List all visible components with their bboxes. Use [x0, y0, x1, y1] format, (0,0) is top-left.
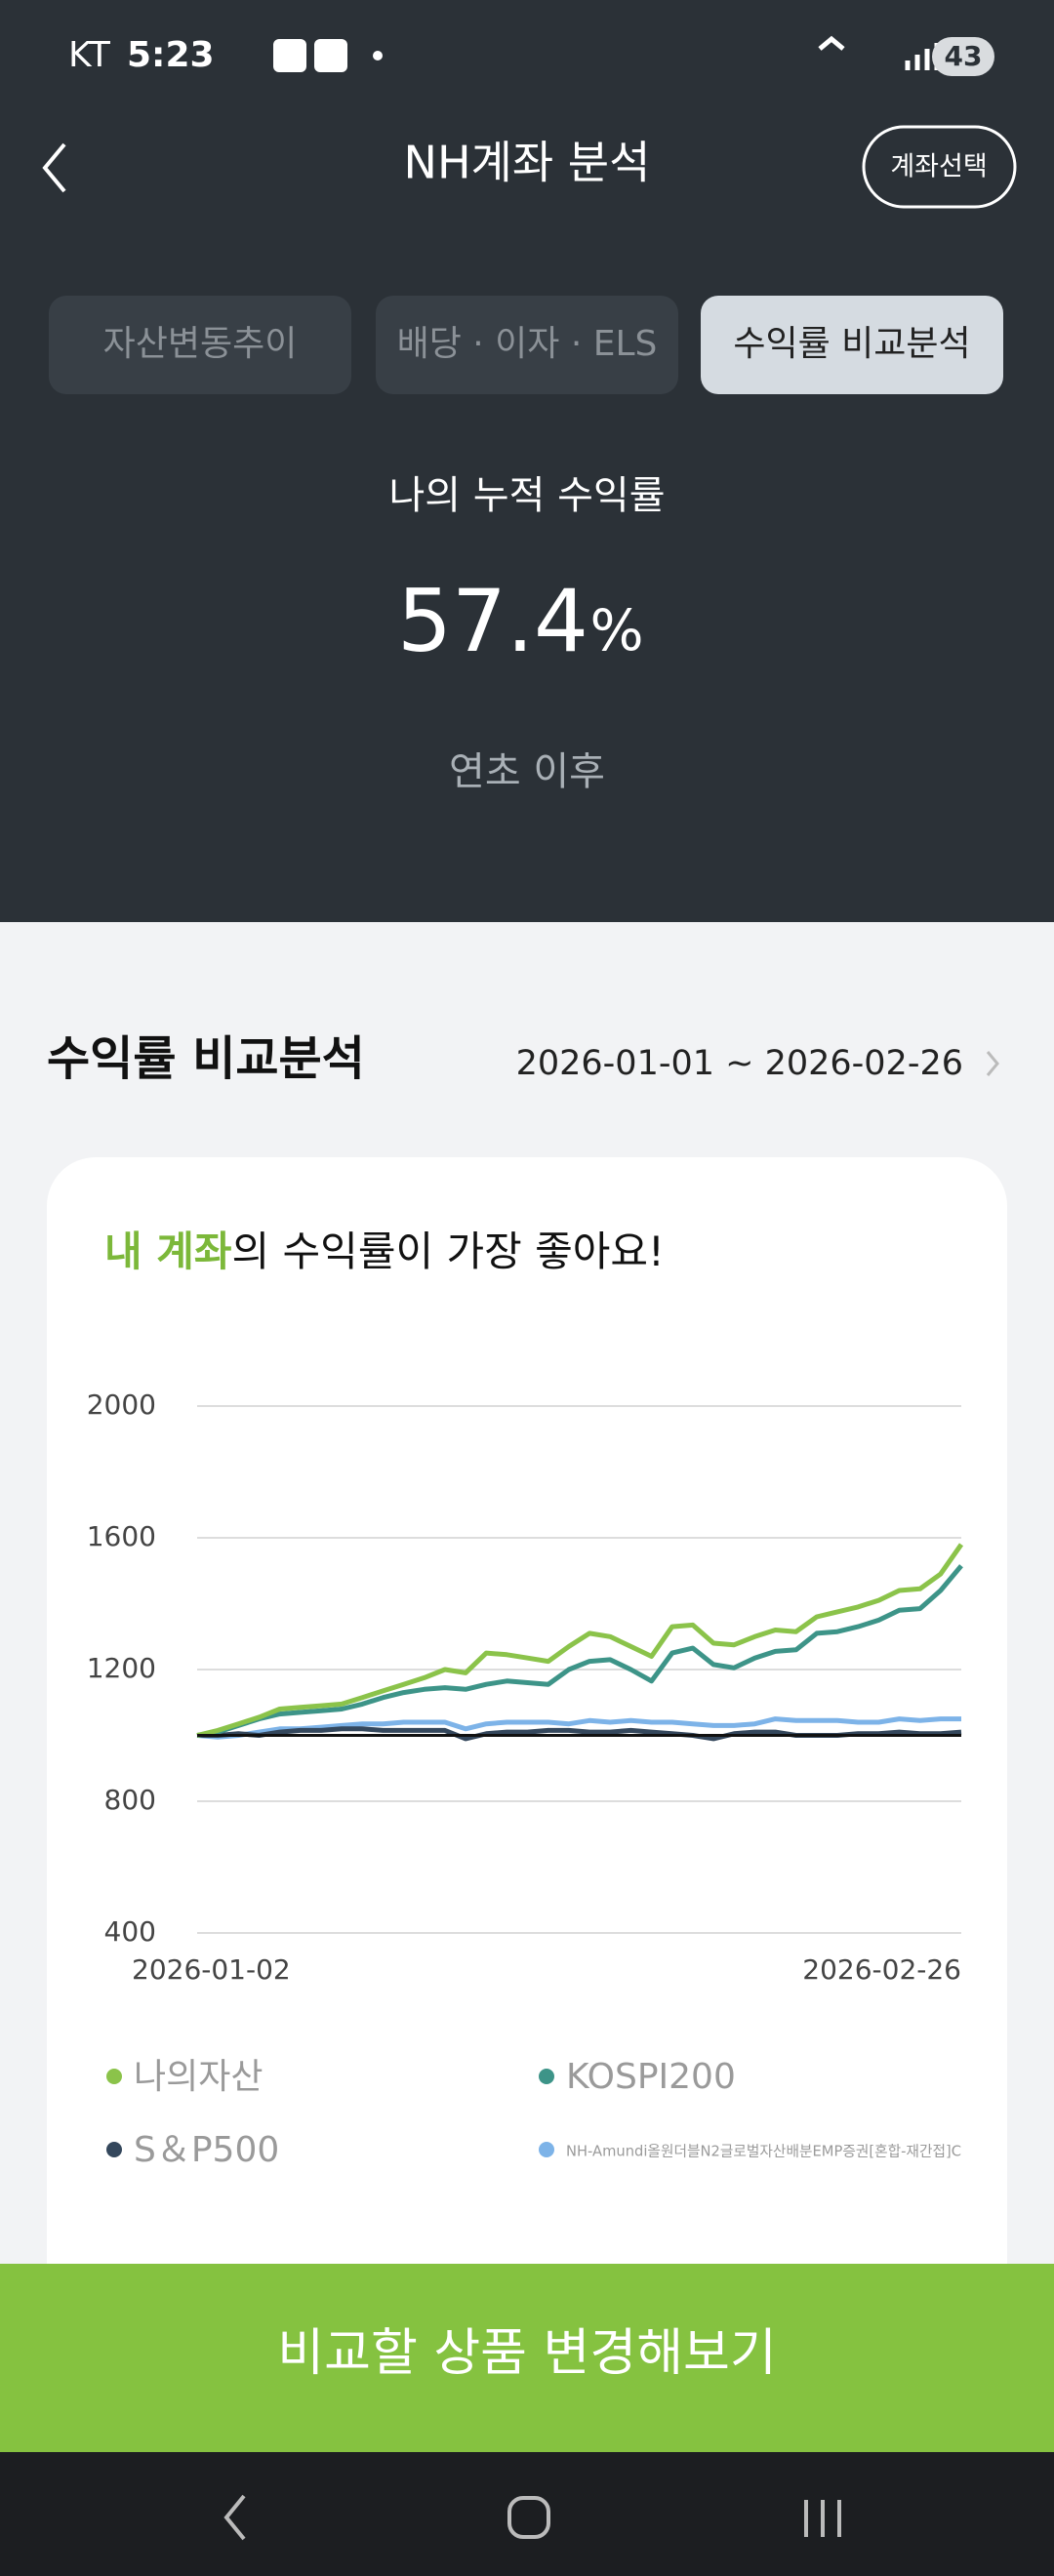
headline: 내 계좌의 수익률이 가장 좋아요! [104, 1228, 665, 1275]
x-tick-label: 2026-01-02 [132, 1953, 291, 1986]
carrier: KT [68, 35, 111, 75]
legend-marker [539, 2069, 554, 2084]
x-tick-label: 2026-02-26 [802, 1953, 961, 1986]
legend-label: 나의자산 [134, 2057, 263, 2097]
series-line [196, 1564, 963, 1738]
account-select-button[interactable] [862, 125, 1017, 209]
status-icon [314, 39, 347, 72]
page-title: NH계좌 분석 [404, 137, 651, 189]
date-range[interactable]: 2026-01-01 ~ 2026-02-26 [516, 1044, 963, 1083]
tab[interactable] [376, 296, 678, 394]
legend-marker [539, 2142, 554, 2157]
tab-label: 수익률 비교분석 [733, 324, 970, 364]
headline-rest: 의 수익률이 가장 좋아요! [232, 1228, 665, 1275]
dark-background [0, 0, 1054, 922]
nav-recent[interactable] [804, 2500, 841, 2537]
status-icon [273, 39, 306, 72]
y-tick-label: 1200 [87, 1652, 156, 1684]
battery-level: 43 [945, 40, 983, 72]
tab-label: 자산변동추이 [103, 324, 298, 364]
series-line [196, 1716, 961, 1740]
legend-marker [106, 2069, 122, 2084]
chart-card [47, 1157, 1007, 2377]
summary-period: 연초 이후 [449, 749, 605, 794]
compare-button-label: 비교할 상품 변경해보기 [277, 2324, 776, 2383]
nav-back[interactable] [223, 2494, 246, 2541]
y-tick-label: 2000 [87, 1389, 156, 1421]
back-button[interactable] [42, 142, 66, 193]
tab[interactable] [49, 296, 351, 394]
y-tick-label: 1600 [87, 1520, 156, 1552]
account-select-label: 계좌선택 [890, 152, 987, 182]
tab-label: 배당 · 이자 · ELS [397, 324, 658, 364]
battery [932, 37, 994, 76]
series-line [196, 1543, 964, 1738]
status-dot [373, 51, 383, 60]
summary-value: 57.4 [397, 571, 588, 671]
summary-unit: % [589, 597, 643, 664]
chart: 400 800 1200 1600 2000 2026-01-02 2026-02-26 나의… [87, 1389, 964, 2170]
y-tick-label: 400 [104, 1915, 156, 1948]
summary-label: 나의 누적 수익률 [388, 473, 665, 518]
legend-label: S＆P500 [134, 2130, 279, 2170]
legend-label: KOSPI200 [566, 2057, 736, 2097]
section-title: 수익률 비교분석 [47, 1031, 365, 1086]
tab-active[interactable] [701, 296, 1003, 394]
legend-marker [106, 2142, 122, 2157]
nav-bar [0, 2452, 1054, 2576]
headline-highlight: 내 계좌 [104, 1228, 232, 1275]
chevron [986, 1051, 999, 1076]
time: 5:23 [127, 35, 215, 75]
signal-icons [818, 35, 940, 70]
nav-home[interactable] [507, 2496, 550, 2539]
legend-label: NH-Amundi올원더블N2글로벌자산배분EMP증권[혼합-재간접]C [566, 2143, 961, 2160]
y-tick-label: 800 [104, 1784, 156, 1816]
compare-button[interactable] [0, 2264, 1054, 2452]
